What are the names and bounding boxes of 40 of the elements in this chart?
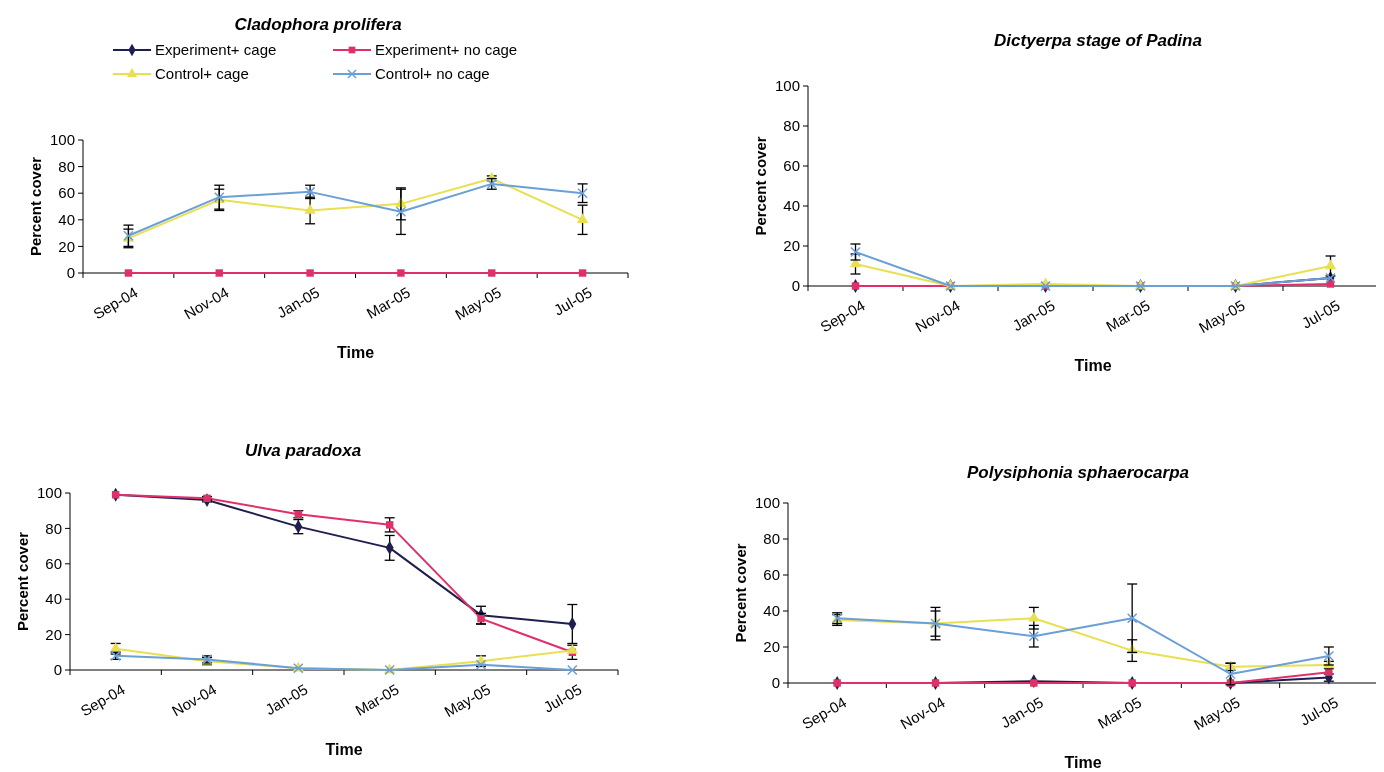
- y-tick-label: 0: [771, 674, 780, 692]
- y-axis-title: Percent cover: [732, 543, 749, 643]
- y-tick-label: 0: [791, 277, 800, 295]
- y-tick-label: 100: [49, 131, 75, 149]
- y-tick-label: 60: [763, 566, 780, 584]
- y-tick-label: 60: [58, 184, 75, 202]
- y-axis-title: Percent cover: [14, 531, 31, 632]
- x-axis-title: Time: [1074, 357, 1112, 374]
- y-tick-label: 40: [783, 197, 800, 215]
- legend-label: Experiment+ no cage: [375, 41, 518, 59]
- y-axis-title: Percent cover: [27, 156, 44, 257]
- y-tick-label: 60: [783, 157, 800, 175]
- y-tick-label: 0: [66, 264, 75, 282]
- y-tick-label: 80: [45, 519, 62, 537]
- chart-title: Cladophora prolifera: [234, 15, 402, 34]
- y-tick-label: 100: [754, 494, 780, 512]
- x-axis-title: Time: [1064, 754, 1102, 771]
- y-tick-label: 0: [53, 661, 62, 679]
- y-tick-label: 80: [763, 530, 780, 548]
- y-tick-label: 100: [774, 77, 800, 95]
- y-tick-label: 100: [36, 484, 62, 502]
- y-tick-label: 40: [58, 211, 75, 229]
- y-tick-label: 20: [58, 237, 75, 255]
- y-tick-label: 80: [58, 157, 75, 175]
- legend-label: Control+ no cage: [375, 65, 490, 83]
- y-tick-label: 40: [763, 602, 780, 620]
- y-tick-label: 40: [45, 590, 62, 608]
- legend-label: Control+ cage: [155, 65, 249, 83]
- y-axis-title: Percent cover: [752, 136, 769, 236]
- chart-title: Dictyerpa stage of Padina: [994, 31, 1202, 50]
- chart-title: Polysiphonia sphaerocarpa: [966, 463, 1190, 482]
- y-tick-label: 60: [45, 555, 62, 573]
- legend-label: Experiment+ cage: [155, 41, 277, 59]
- y-tick-label: 20: [763, 638, 780, 656]
- x-axis-title: Time: [325, 741, 363, 758]
- y-tick-label: 80: [783, 117, 800, 135]
- chart-title: Ulva paradoxa: [244, 441, 362, 460]
- y-tick-label: 20: [783, 237, 800, 255]
- x-axis-title: Time: [336, 344, 375, 361]
- y-tick-label: 20: [45, 625, 62, 643]
